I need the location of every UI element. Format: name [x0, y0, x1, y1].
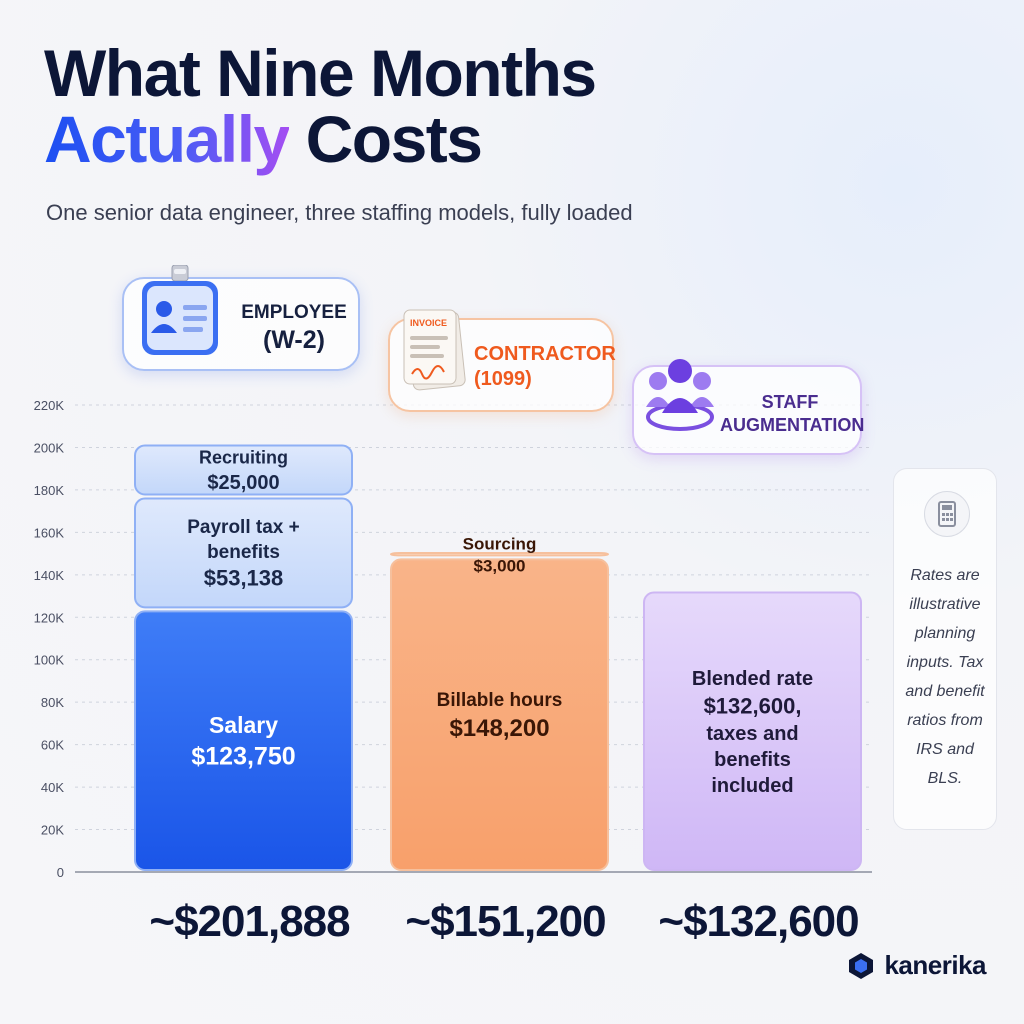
bars-layer: Salary $123,750 Payroll tax + benefits $53,1… [134, 444, 862, 871]
bar-segment-label: Billable hours [437, 690, 563, 711]
bar-segment-rect [134, 444, 353, 496]
contractor-header: INVOICE CONTRACTOR (1099) [388, 309, 616, 412]
bar-segment-label: Blended rate [692, 668, 813, 690]
brand-name: kanerika [884, 950, 986, 980]
title-line-1: What Nine Months [44, 36, 597, 110]
bar-segment-label: $148,200 [449, 715, 549, 742]
title-accent-word: Actually [44, 102, 290, 176]
employee-header-line-2: (W-2) [263, 325, 325, 354]
bar-segment-label: Payroll tax + [187, 517, 299, 538]
bar-total-label: ~$201,888 [149, 897, 350, 946]
page-title: What Nine Months Actually Costs [44, 40, 597, 172]
totals-layer: ~$201,888 ~$151,200 ~$132,600 [149, 897, 859, 946]
bar-segment: Billable hours $148,200 [390, 558, 609, 871]
y-tick-label: 40K [41, 780, 64, 795]
team-icon [646, 359, 714, 431]
bar-segment-label: benefits [207, 542, 280, 563]
bar-segment: Payroll tax + benefits $53,138 [134, 497, 353, 609]
y-tick-label: 140K [34, 568, 65, 583]
title-line-2-rest: Costs [288, 102, 483, 176]
bar-total-label: ~$132,600 [658, 897, 858, 946]
bar-segment-rect [390, 558, 609, 871]
y-tick-label: 160K [34, 525, 65, 540]
subtitle: One senior data engineer, three staffing… [46, 200, 633, 225]
title-line-2: Actually Costs [44, 106, 596, 172]
employee-header: EMPLOYEE (W-2) [122, 265, 360, 371]
bar-segment-label: $3,000 [474, 556, 526, 575]
y-tick-label: 100K [34, 653, 65, 668]
bar-segment-rect [134, 497, 353, 609]
staff-aug-header: STAFF AUGMENTATION [632, 359, 864, 455]
staff-aug-header-line-1: STAFF [761, 392, 819, 412]
y-tick-label: 120K [34, 610, 65, 625]
bar-segment-rect [643, 591, 862, 871]
contractor-header-line-2: (1099) [474, 368, 532, 390]
bar-segment-label: Salary [209, 712, 278, 738]
bar-segment-label: $123,750 [191, 743, 295, 771]
contractor-header-line-1: CONTRACTOR [474, 343, 616, 365]
y-tick-label: 60K [41, 738, 64, 753]
y-tick-label: 0 [57, 865, 64, 880]
id-badge-icon [142, 265, 218, 355]
invoice-icon: INVOICE [403, 309, 466, 391]
y-tick-label: 200K [34, 440, 65, 455]
bar-segment-label: Sourcing [463, 534, 537, 553]
bar-segment: Sourcing $3,000 [390, 534, 609, 575]
bar-segment: Blended rate $132,600, taxes and benefits in… [643, 591, 862, 871]
employee-header-line-1: EMPLOYEE [241, 302, 347, 323]
bar-segment: Recruiting $25,000 [134, 444, 353, 496]
bar-segment-label: $25,000 [207, 472, 279, 494]
bar-total-label: ~$151,200 [405, 897, 605, 946]
calculator-icon [924, 491, 970, 537]
note-card: Rates are illustrative planning inputs. … [893, 468, 997, 830]
grid-layer: 0 20K 40K 60K 80K 100K 120K 140K 160K 180K 200K 220… [34, 398, 872, 880]
staff-aug-header-line-2: AUGMENTATION [720, 414, 865, 435]
bar-segment-label: $53,138 [204, 566, 284, 591]
bar-segment-rect [390, 552, 609, 557]
bar-segment-label: Recruiting [199, 448, 288, 468]
y-tick-label: 20K [41, 823, 64, 838]
y-tick-label: 220K [34, 398, 65, 413]
bar-segment-label: $132,600, [704, 693, 802, 718]
bar-segment-rect [134, 610, 353, 871]
y-tick-label: 180K [34, 483, 65, 498]
bar-segment-label: included [711, 775, 793, 797]
bar-segment: Salary $123,750 [134, 610, 353, 871]
brand: kanerika [846, 950, 986, 981]
note-text: Rates are illustrative planning inputs. … [905, 567, 985, 787]
employee-header-label: EMPLOYEE (W-2) [234, 301, 354, 356]
kanerika-logo-icon [849, 952, 874, 979]
y-tick-label: 80K [41, 695, 64, 710]
staff-aug-header-label: STAFF AUGMENTATION [720, 391, 864, 436]
invoice-icon-label: INVOICE [410, 318, 447, 328]
bar-segment-label: benefits [714, 749, 791, 771]
contractor-header-label: CONTRACTOR (1099) [474, 342, 616, 392]
bar-segment-label: taxes and [706, 723, 798, 745]
